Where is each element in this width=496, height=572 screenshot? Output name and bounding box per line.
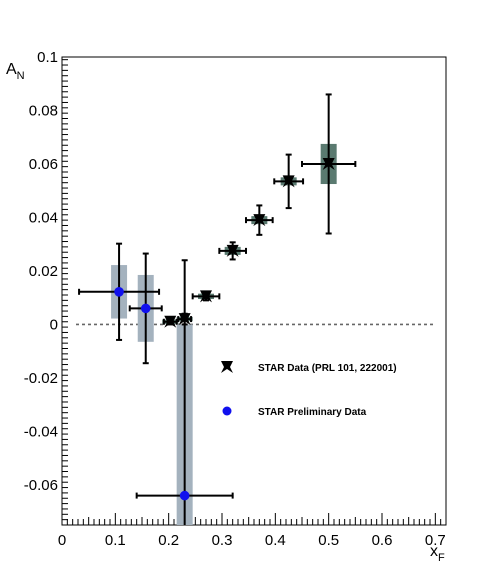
y-tick-label: 0.04 [29,209,58,226]
legend: STAR Data (PRL 101, 222001) STAR Prelimi… [221,361,397,418]
legend-label-preliminary: STAR Preliminary Data [258,407,367,418]
legend-label-star-data: STAR Data (PRL 101, 222001) [258,363,397,374]
axis-ticks [61,59,447,526]
y-tick-label: 0.02 [29,263,58,280]
data-point-star [226,244,239,257]
data-point-star [253,214,266,227]
legend-star-marker [221,361,233,373]
x-tick-label: 0.3 [212,532,233,549]
data-point-star [322,157,335,170]
y-tick-label: 0.08 [29,102,58,119]
legend-entry-star-data: STAR Data (PRL 101, 222001) [221,361,397,374]
y-tick-label: 0 [50,316,58,333]
data-point-preliminary [114,287,124,297]
data-point-preliminary [179,490,190,501]
x-tick-label: 0.7 [425,532,446,549]
x-tick-label: 0.1 [105,532,126,549]
x-tick-label: 0.2 [158,532,179,549]
y-axis-title: AN [6,61,25,82]
data-point-star [178,313,191,326]
x-axis-title: xF [430,543,445,564]
data-point-star [164,315,177,328]
y-tick-label: -0.02 [24,370,58,387]
y-tick-label: 0.06 [29,156,58,173]
y-tick-label: 0.1 [37,49,58,66]
data-point-star [282,175,295,188]
axis-tick-labels: 0 0.1 0.2 0.3 0.4 0.5 0.6 0.7 0.1 0.08 0.06 0.04 0.0… [24,49,446,549]
data-markers [114,157,335,501]
x-tick-label: 0 [58,532,66,549]
data-point-star [200,290,212,303]
x-tick-label: 0.4 [265,532,286,549]
x-tick-label: 0.5 [318,532,339,549]
legend-circle-marker [222,406,232,416]
x-tick-label: 0.6 [372,532,393,549]
y-tick-label: -0.04 [24,423,58,440]
data-point-preliminary [140,303,151,314]
legend-entry-preliminary: STAR Preliminary Data [222,406,367,418]
y-tick-label: -0.06 [24,477,58,494]
